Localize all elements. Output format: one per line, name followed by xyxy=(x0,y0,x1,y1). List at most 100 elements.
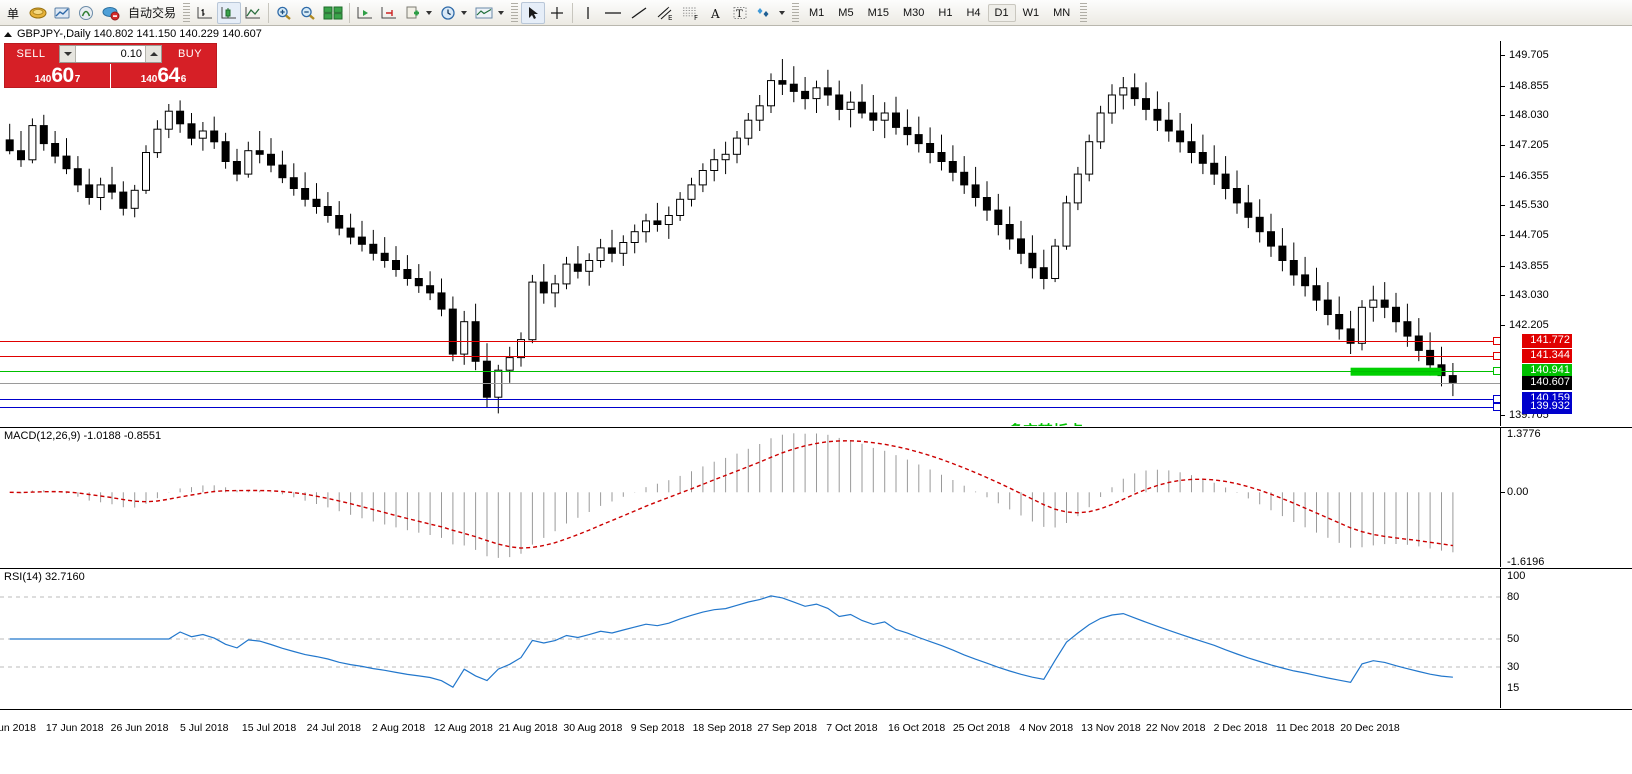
price-level-tag[interactable]: 139.932 xyxy=(1522,399,1572,414)
templates-dropdown-icon[interactable] xyxy=(498,10,505,15)
timeframe-d1[interactable]: D1 xyxy=(987,3,1016,22)
price-level-handle[interactable] xyxy=(1493,402,1500,411)
toolbar-grip-3[interactable] xyxy=(792,2,800,23)
charts-gold-icon[interactable] xyxy=(26,2,50,24)
volume-up-button[interactable] xyxy=(145,46,161,62)
price-tick-mark xyxy=(1501,295,1505,297)
chart-area: 多空转折点140.941 149.705 148.855 148.030 147.20… xyxy=(0,41,1632,773)
zoom-in-icon[interactable] xyxy=(272,2,296,24)
volume-stepper[interactable]: 0.10 xyxy=(59,45,162,63)
trend-line-icon[interactable] xyxy=(626,2,652,24)
vertical-line-icon[interactable] xyxy=(576,2,600,24)
price-level-line[interactable] xyxy=(0,370,1500,372)
svg-text:单: 单 xyxy=(7,7,19,21)
timeframe-mn[interactable]: MN xyxy=(1053,6,1071,19)
price-level-line[interactable] xyxy=(0,406,1500,408)
add-indicator-dropdown-icon[interactable] xyxy=(426,10,433,15)
macd-pane[interactable]: MACD(12,26,9) -1.0188 -0.8551 1.3776 0.00… xyxy=(0,427,1632,568)
rsi-pane[interactable]: RSI(14) 32.7160 100 80 50 30 15 xyxy=(0,568,1632,708)
macd-tick-mark xyxy=(1501,492,1505,494)
sell-price[interactable]: 140 60 7 xyxy=(5,64,111,88)
new-order-icon[interactable]: 单 xyxy=(2,2,26,24)
buy-price-sup: 6 xyxy=(180,74,187,85)
time-axis-label: 7 Jun 2018 xyxy=(0,722,36,734)
price-tick-label: 144.705 xyxy=(1509,229,1549,242)
price-level-tag[interactable]: 140.607 xyxy=(1522,375,1572,390)
timeframe-m15[interactable]: M15 xyxy=(867,6,889,19)
price-pane[interactable]: 多空转折点140.941 149.705 148.855 148.030 147.20… xyxy=(0,41,1632,426)
rsi-canvas[interactable] xyxy=(0,569,1500,708)
horizontal-line-icon[interactable] xyxy=(600,2,626,24)
sell-button[interactable]: SELL xyxy=(16,48,46,60)
price-level-handle[interactable] xyxy=(1493,366,1500,375)
text-icon[interactable]: A xyxy=(704,2,728,24)
shapes-dropdown-icon[interactable] xyxy=(779,10,786,15)
auto-scroll-icon[interactable] xyxy=(377,2,401,24)
collapse-arrow-icon[interactable] xyxy=(4,31,12,37)
svg-text:A: A xyxy=(710,7,720,21)
buy-button[interactable]: BUY xyxy=(177,48,203,60)
time-axis-label: 18 Sep 2018 xyxy=(692,722,753,734)
tile-windows-icon[interactable] xyxy=(320,2,346,24)
macd-canvas[interactable] xyxy=(0,428,1500,567)
navigator-icon[interactable] xyxy=(74,2,98,24)
price-tick-mark xyxy=(1501,115,1505,117)
buy-price[interactable]: 140 64 6 xyxy=(111,64,216,88)
price-level-line[interactable] xyxy=(0,340,1500,342)
candlestick-chart-icon[interactable] xyxy=(217,1,242,24)
time-axis-label: 15 Jul 2018 xyxy=(241,722,297,734)
fibonacci-icon[interactable]: F xyxy=(678,2,704,24)
line-chart-icon[interactable] xyxy=(241,2,265,24)
time-axis-label: 27 Sep 2018 xyxy=(757,722,817,734)
timeframe-m1[interactable]: M1 xyxy=(809,6,825,19)
price-level-handle[interactable] xyxy=(1493,336,1500,345)
price-tick-label: 146.355 xyxy=(1509,169,1549,182)
expert-advisors-icon[interactable] xyxy=(98,2,124,24)
shapes-icon[interactable] xyxy=(752,2,778,24)
turning-point-annotation: 多空转折点140.941 xyxy=(1008,420,1137,426)
toolbar-grip-1[interactable] xyxy=(183,2,191,23)
terminal-icon[interactable] xyxy=(50,2,74,24)
price-level-handle[interactable] xyxy=(1493,394,1500,403)
timeframe-m5[interactable]: M5 xyxy=(838,6,854,19)
volume-down-button[interactable] xyxy=(60,46,76,62)
price-canvas[interactable]: 多空转折点140.941 xyxy=(0,41,1500,426)
shift-chart-icon[interactable] xyxy=(353,2,377,24)
price-level-line[interactable] xyxy=(0,382,1500,384)
time-axis-label: 7 Oct 2018 xyxy=(826,722,878,734)
toolbar-grip-4[interactable] xyxy=(1080,2,1088,23)
text-label-icon[interactable]: T xyxy=(728,2,752,24)
cursor-icon[interactable] xyxy=(521,1,546,24)
price-level-line[interactable] xyxy=(0,356,1500,358)
rsi-label: RSI(14) 32.7160 xyxy=(4,571,85,583)
period-clock-icon[interactable] xyxy=(436,2,460,24)
timeframe-w1[interactable]: W1 xyxy=(1022,6,1040,19)
price-level-line[interactable] xyxy=(0,398,1500,400)
time-axis[interactable]: 7 Jun 2018 17 Jun 2018 26 Jun 2018 5 Jul 20… xyxy=(0,709,1632,774)
rsi-tick-label: 80 xyxy=(1507,591,1520,603)
timeframe-h4[interactable]: H4 xyxy=(966,6,981,19)
price-level-tag[interactable]: 141.344 xyxy=(1522,349,1572,364)
volume-input[interactable]: 0.10 xyxy=(76,46,145,62)
bar-chart-icon[interactable] xyxy=(193,2,217,24)
macd-label: MACD(12,26,9) -1.0188 -0.8551 xyxy=(4,430,162,442)
templates-icon[interactable] xyxy=(471,2,497,24)
timeframe-h1[interactable]: H1 xyxy=(938,6,953,19)
price-scale[interactable]: 149.705 148.855 148.030 147.205 146.355 145.5… xyxy=(1500,41,1632,426)
price-level-handle[interactable] xyxy=(1493,352,1500,361)
time-axis-label: 25 Oct 2018 xyxy=(952,722,1011,734)
timeframe-m30[interactable]: M30 xyxy=(902,6,925,19)
price-level-tag[interactable]: 141.772 xyxy=(1522,333,1572,348)
price-tick-mark xyxy=(1501,55,1505,57)
price-tick-label: 142.205 xyxy=(1509,319,1549,332)
toolbar-grip-2[interactable] xyxy=(511,2,519,23)
zoom-out-icon[interactable] xyxy=(296,2,320,24)
equidistant-channel-icon[interactable]: E xyxy=(652,2,678,24)
price-level-tag[interactable]: 140.941 xyxy=(1522,363,1572,378)
autotrade-label[interactable]: 自动交易 xyxy=(128,6,177,20)
period-dropdown-icon[interactable] xyxy=(461,10,468,15)
add-indicator-icon[interactable] xyxy=(401,2,425,24)
price-tick-label: 148.855 xyxy=(1509,79,1549,92)
crosshair-icon[interactable] xyxy=(545,2,569,24)
